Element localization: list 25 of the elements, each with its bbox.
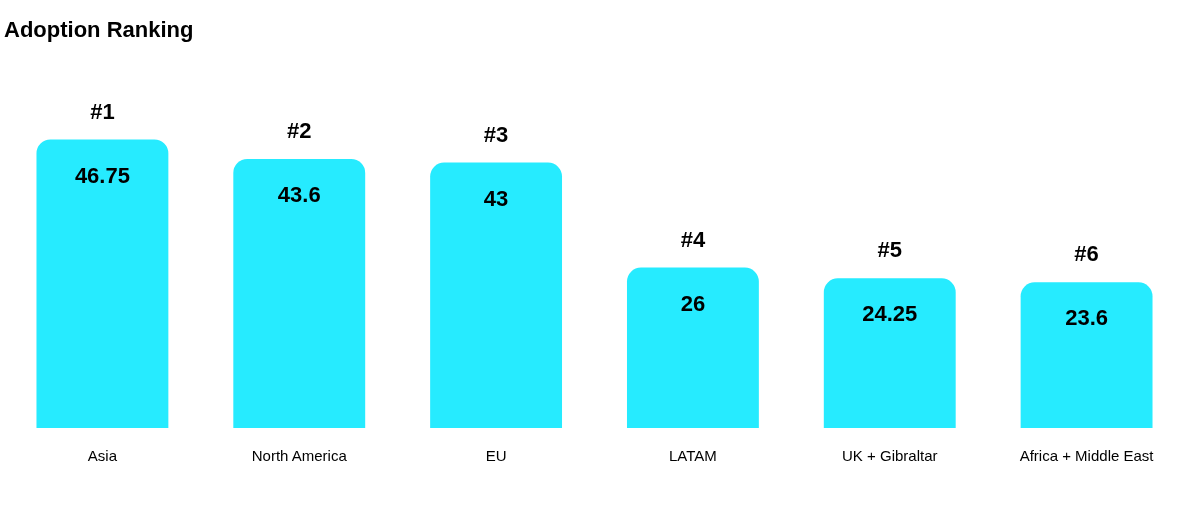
bar (36, 139, 169, 428)
annotation: #3 (483, 121, 509, 147)
bar (430, 162, 563, 428)
x-tick-label: EU (485, 447, 507, 465)
annotation: #5 (877, 237, 902, 263)
annotation: #2 (287, 117, 312, 143)
annotation: #1 (90, 98, 115, 124)
x-tick-label: Africa + Middle East (1019, 447, 1155, 465)
bar (823, 278, 956, 428)
data-label: 26 (680, 290, 706, 316)
data-label: 43 (483, 185, 509, 211)
x-tick-label: LATAM (669, 447, 717, 465)
data-label: 23.6 (1065, 305, 1108, 331)
bar (1020, 282, 1153, 428)
annotation: #6 (1074, 241, 1099, 267)
data-label: 43.6 (277, 181, 321, 207)
data-label: 46.75 (74, 162, 130, 188)
x-tick-label: North America (251, 447, 348, 465)
x-tick-label: Asia (87, 447, 118, 465)
x-tick-label: UK + Gibraltar (842, 447, 938, 465)
bar (626, 267, 759, 428)
bar (233, 158, 366, 428)
data-label: 24.25 (862, 301, 918, 327)
chart-title: Adoption Ranking (4, 17, 194, 43)
annotation: #4 (680, 226, 706, 252)
